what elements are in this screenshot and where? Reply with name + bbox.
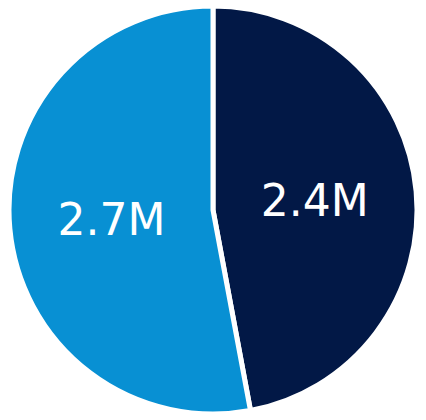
svg-text:2.7M: 2.7M: [57, 194, 165, 245]
svg-text:2.4M: 2.4M: [261, 175, 369, 226]
